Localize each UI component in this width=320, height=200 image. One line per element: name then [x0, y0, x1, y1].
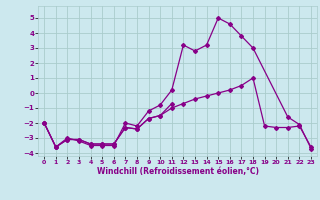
X-axis label: Windchill (Refroidissement éolien,°C): Windchill (Refroidissement éolien,°C): [97, 167, 259, 176]
